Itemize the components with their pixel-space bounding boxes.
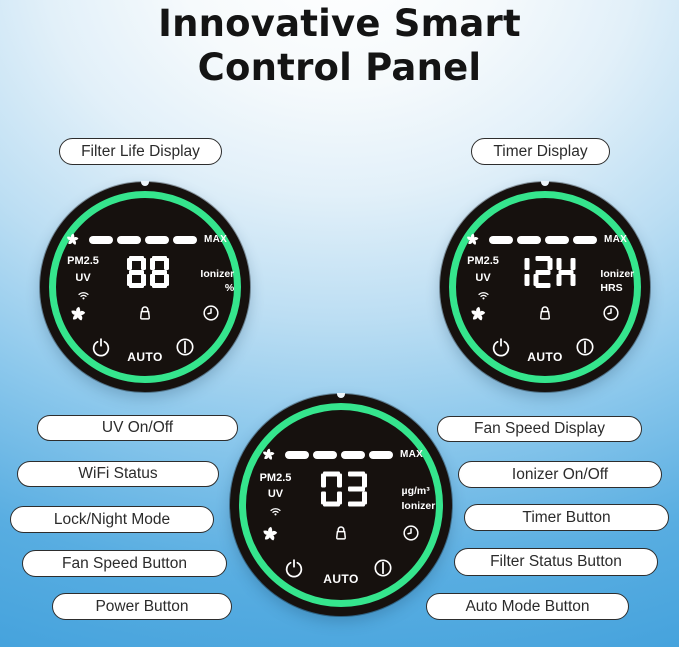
max-label: MAX bbox=[399, 449, 424, 461]
callout-auto-mode-button: Auto Mode Button bbox=[426, 593, 629, 620]
fan-speed-bar bbox=[116, 235, 141, 244]
fan-speed-bar bbox=[516, 235, 541, 244]
panel-glow-ring bbox=[449, 191, 641, 383]
unit-line2: % bbox=[224, 281, 235, 294]
callout-uv-on-off: UV On/Off bbox=[37, 415, 238, 441]
lock-icon bbox=[135, 303, 155, 323]
fan-speed-bar bbox=[88, 235, 113, 244]
callout-timer-display: Timer Display bbox=[471, 138, 610, 165]
pm-uv-wifi-stack: PM2.5 UV bbox=[455, 254, 512, 303]
callout-timer-button: Timer Button bbox=[464, 504, 669, 531]
fan-speed-bar bbox=[144, 235, 169, 244]
unit-stack: Ionizer HRS bbox=[600, 267, 634, 295]
standby-icon bbox=[574, 336, 596, 358]
wifi-icon bbox=[476, 288, 491, 303]
page-title-line1: Innovative Smart bbox=[158, 2, 521, 45]
uv-label: UV bbox=[75, 271, 91, 284]
lock-icon bbox=[535, 303, 555, 323]
fan-icon bbox=[463, 230, 482, 249]
panel-glow-ring bbox=[239, 403, 443, 607]
fan-speed-bars bbox=[88, 235, 197, 244]
callout-fan-speed-button: Fan Speed Button bbox=[22, 550, 227, 577]
unit-line1: Ionizer bbox=[200, 267, 235, 280]
wifi-icon bbox=[268, 504, 283, 519]
max-label: MAX bbox=[203, 234, 228, 246]
uv-label: UV bbox=[475, 271, 491, 284]
pm25-label: PM2.5 bbox=[467, 255, 499, 268]
fan-icon bbox=[259, 445, 278, 464]
seven-segment-display bbox=[127, 256, 170, 289]
pm-uv-wifi-stack: PM2.5 UV bbox=[55, 254, 112, 303]
fan-speed-button-icon bbox=[466, 303, 489, 326]
pm25-label: PM2.5 bbox=[67, 255, 99, 268]
panel-top-notch bbox=[141, 181, 149, 186]
control-panel-timer: MAX PM2.5 UV Ionizer HRS AUTO bbox=[440, 181, 650, 392]
callout-filter-life-display: Filter Life Display bbox=[59, 138, 222, 165]
callout-power-button: Power Button bbox=[52, 593, 232, 620]
max-label: MAX bbox=[603, 234, 628, 246]
auto-label: AUTO bbox=[527, 350, 563, 365]
standby-icon bbox=[372, 557, 394, 579]
wifi-icon bbox=[76, 288, 91, 303]
standby-icon bbox=[174, 336, 196, 358]
fan-speed-row: MAX bbox=[230, 445, 452, 464]
fan-speed-bar bbox=[368, 450, 393, 459]
callout-lock-night-mode: Lock/Night Mode bbox=[10, 506, 214, 533]
panel-top-notch bbox=[541, 181, 549, 186]
pm25-label: PM2.5 bbox=[259, 471, 292, 484]
fan-speed-row: MAX bbox=[440, 230, 650, 249]
fan-speed-row: MAX bbox=[40, 230, 250, 249]
fan-speed-bar bbox=[172, 235, 197, 244]
fan-speed-button-icon bbox=[258, 522, 281, 545]
seven-segment-display bbox=[521, 256, 576, 289]
fan-speed-bar bbox=[340, 450, 365, 459]
fan-icon bbox=[63, 230, 82, 249]
page-title-line2: Control Panel bbox=[197, 45, 482, 89]
unit-stack: Ionizer % bbox=[200, 267, 234, 295]
control-panel-air-quality: MAX PM2.5 UV µg/m³ Ionizer AUTO bbox=[230, 393, 452, 616]
unit-line1: Ionizer bbox=[600, 267, 635, 280]
panel-top-notch bbox=[337, 393, 345, 398]
callout-fan-speed-display: Fan Speed Display bbox=[437, 416, 642, 442]
fan-speed-bar bbox=[488, 235, 513, 244]
page-title: Innovative Smart Control Panel bbox=[0, 2, 679, 89]
clock-icon bbox=[201, 303, 221, 323]
pm-uv-wifi-stack: PM2.5 UV bbox=[246, 471, 306, 520]
seven-segment-display bbox=[321, 471, 368, 507]
unit-stack: µg/m³ Ionizer bbox=[402, 484, 436, 512]
unit-line1: µg/m³ bbox=[401, 485, 430, 498]
unit-line2: HRS bbox=[600, 281, 623, 294]
uv-label: UV bbox=[267, 487, 284, 500]
callout-ionizer-on-off: Ionizer On/Off bbox=[458, 461, 662, 488]
fan-speed-bar bbox=[572, 235, 597, 244]
fan-speed-bar bbox=[544, 235, 569, 244]
auto-label: AUTO bbox=[323, 572, 359, 587]
power-icon bbox=[90, 336, 112, 358]
auto-label: AUTO bbox=[127, 350, 163, 365]
callout-wifi-status: WiFi Status bbox=[17, 461, 219, 487]
fan-speed-button-icon bbox=[66, 303, 89, 326]
clock-icon bbox=[601, 303, 621, 323]
fan-speed-bars bbox=[488, 235, 597, 244]
power-icon bbox=[490, 336, 512, 358]
control-panel-filter-life: MAX PM2.5 UV Ionizer % AUTO bbox=[40, 181, 250, 392]
callout-filter-status-button: Filter Status Button bbox=[454, 548, 658, 576]
clock-icon bbox=[401, 523, 421, 543]
lock-icon bbox=[331, 523, 351, 543]
fan-speed-bar bbox=[312, 450, 337, 459]
power-icon bbox=[283, 557, 305, 579]
panel-glow-ring bbox=[49, 191, 241, 383]
fan-speed-bars bbox=[284, 450, 393, 459]
fan-speed-bar bbox=[284, 450, 309, 459]
unit-line2: Ionizer bbox=[401, 499, 436, 512]
